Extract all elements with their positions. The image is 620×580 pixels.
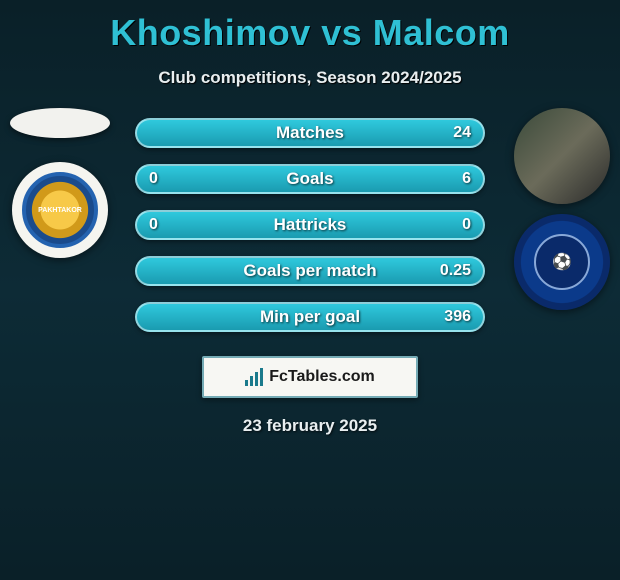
stat-bar-goals: 0 Goals 6 [135,164,485,194]
stat-metric-label: Matches [276,123,344,143]
right-club-badge: ⚽ [514,214,610,310]
brand-text: FcTables.com [269,368,375,386]
stat-left-value: 0 [149,170,158,188]
stat-left-value: 0 [149,216,158,234]
stat-metric-label: Goals [286,169,333,189]
page-title: Khoshimov vs Malcom [0,0,620,54]
right-club-badge-inner: ⚽ [534,234,590,290]
brand-box: FcTables.com [202,356,418,398]
subtitle: Club competitions, Season 2024/2025 [0,68,620,88]
left-club-badge-inner: PAKHTAKOR [22,172,98,248]
stat-bar-min-per-goal: Min per goal 396 [135,302,485,332]
stat-metric-label: Hattricks [274,215,347,235]
date-text: 23 february 2025 [0,416,620,436]
comparison-content: PAKHTAKOR ⚽ Matches 24 0 Goals 6 0 Hattr… [0,118,620,436]
stat-right-value: 24 [453,124,471,142]
stat-right-value: 0 [462,216,471,234]
stat-metric-label: Goals per match [243,261,376,281]
stat-right-value: 6 [462,170,471,188]
left-player-column: PAKHTAKOR [10,108,110,258]
stat-right-value: 0.25 [440,262,471,280]
stat-right-value: 396 [444,308,471,326]
left-club-badge: PAKHTAKOR [12,162,108,258]
stat-bar-hattricks: 0 Hattricks 0 [135,210,485,240]
right-player-avatar [514,108,610,204]
infographic-canvas: Khoshimov vs Malcom Club competitions, S… [0,0,620,580]
bar-chart-icon [245,368,263,386]
stat-metric-label: Min per goal [260,307,360,327]
stat-bars: Matches 24 0 Goals 6 0 Hattricks 0 Goals… [135,118,485,332]
stat-bar-matches: Matches 24 [135,118,485,148]
stat-bar-goals-per-match: Goals per match 0.25 [135,256,485,286]
right-player-column: ⚽ [514,108,610,310]
left-player-avatar-placeholder [10,108,110,138]
